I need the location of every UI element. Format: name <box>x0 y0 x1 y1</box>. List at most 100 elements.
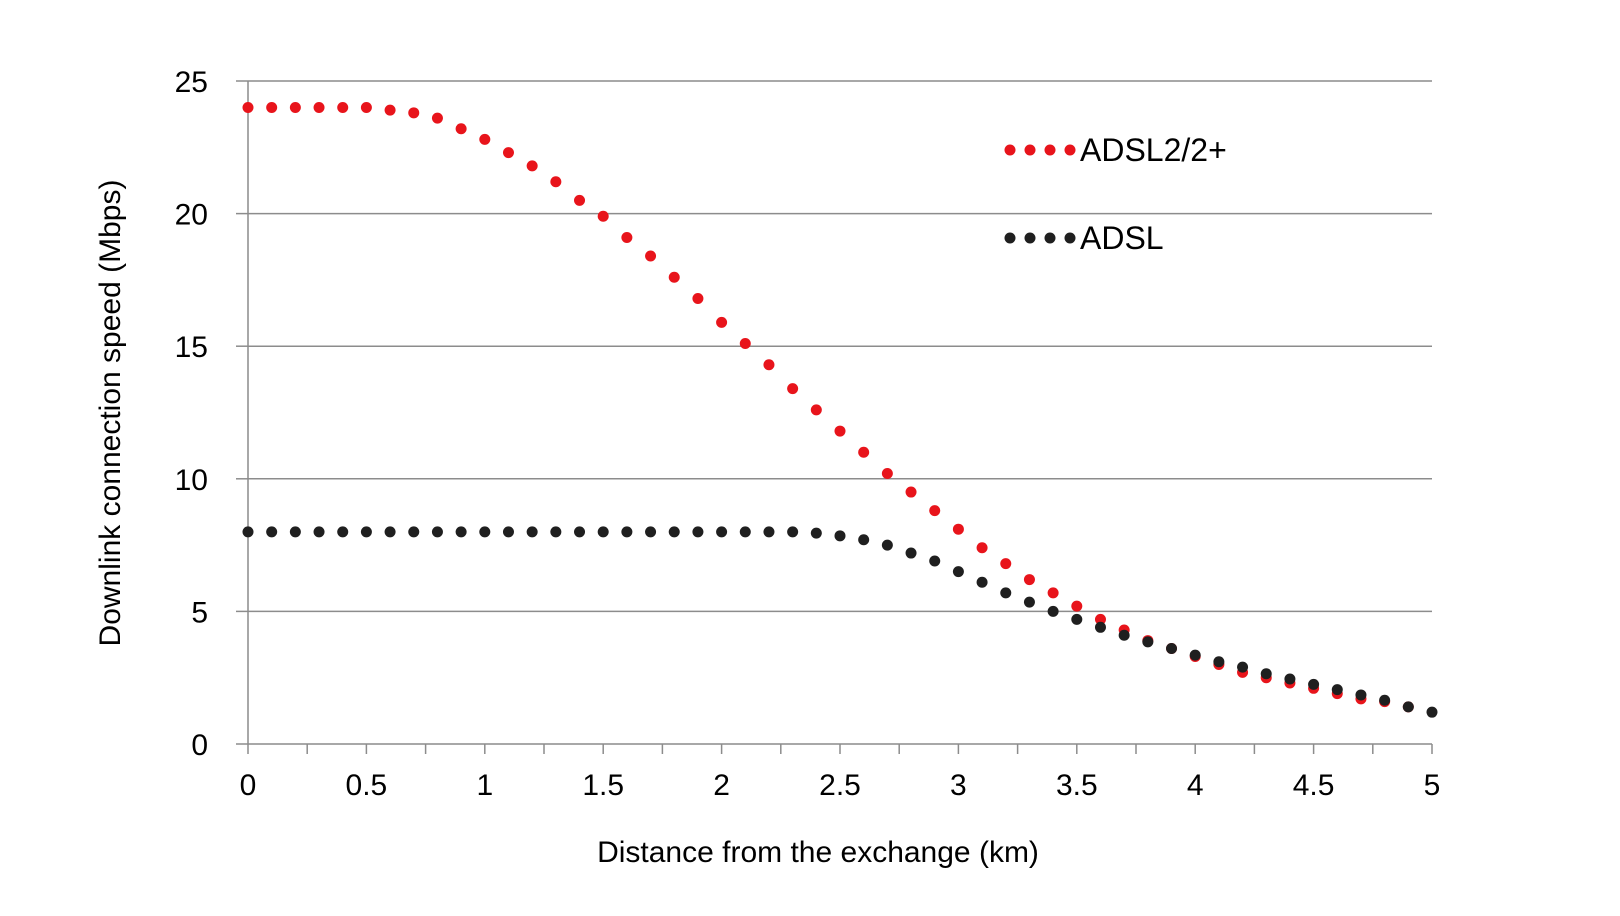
x-tick-label: 3.5 <box>1056 769 1098 802</box>
data-point <box>526 526 538 538</box>
data-point <box>1142 636 1154 648</box>
x-tick-label: 0 <box>240 769 257 802</box>
data-point <box>266 102 278 114</box>
data-point <box>952 566 964 578</box>
x-tick-label: 5 <box>1424 769 1441 802</box>
data-point <box>526 160 538 172</box>
data-point <box>763 359 775 371</box>
data-point <box>834 425 846 437</box>
data-point <box>787 526 799 538</box>
data-point <box>1189 649 1201 661</box>
data-point <box>1118 629 1130 641</box>
data-point <box>337 102 349 114</box>
data-point <box>905 486 917 498</box>
y-axis-title: Downlink connection speed (Mbps) <box>94 180 127 647</box>
data-point <box>929 555 941 567</box>
data-point <box>645 526 657 538</box>
legend-marker <box>1004 232 1016 244</box>
legend: ADSL2/2+ ADSL <box>1004 132 1227 256</box>
data-point <box>360 102 372 114</box>
data-point <box>929 505 941 517</box>
data-point <box>597 210 609 222</box>
x-axis-title: Distance from the exchange (km) <box>597 836 1039 869</box>
data-point <box>810 527 822 539</box>
data-point <box>668 271 680 283</box>
legend-entry: ADSL2/2+ <box>1004 132 1227 168</box>
data-point <box>289 526 301 538</box>
x-tick-label: 2 <box>713 769 730 802</box>
data-point <box>408 107 420 119</box>
data-point <box>360 526 372 538</box>
data-point <box>1094 621 1106 633</box>
y-tick-label: 25 <box>175 66 208 99</box>
x-tick-label: 0.5 <box>346 769 388 802</box>
legend-marker <box>1044 144 1056 156</box>
data-point <box>621 231 633 243</box>
data-point <box>668 526 680 538</box>
data-point <box>1308 678 1320 690</box>
data-point <box>574 194 586 206</box>
data-point <box>739 526 751 538</box>
data-point <box>1237 661 1249 673</box>
data-point <box>242 102 254 114</box>
data-point <box>692 292 704 304</box>
data-point <box>1166 643 1178 655</box>
data-point <box>1071 600 1083 612</box>
data-point <box>455 526 467 538</box>
data-point <box>858 534 870 546</box>
data-point <box>1047 587 1059 599</box>
legend-marker <box>1044 232 1056 244</box>
data-series <box>242 102 1438 718</box>
data-point <box>645 250 657 262</box>
data-point <box>337 526 349 538</box>
data-point <box>1331 684 1343 696</box>
data-point <box>834 530 846 542</box>
data-point <box>1213 656 1225 668</box>
data-point <box>266 526 278 538</box>
data-point <box>763 526 775 538</box>
x-tick-label: 1.5 <box>582 769 624 802</box>
data-point <box>1402 701 1414 713</box>
data-point <box>574 526 586 538</box>
data-point <box>1094 613 1106 625</box>
data-point <box>1379 694 1391 706</box>
legend-marker <box>1024 232 1036 244</box>
legend-label: ADSL <box>1080 220 1164 256</box>
legend-marker <box>1024 144 1036 156</box>
data-point <box>313 102 325 114</box>
legend-marker <box>1004 144 1016 156</box>
tick-labels: 0 5 10 15 20 25 0 0.5 1 1.5 2 2.5 3 3.5 4 4.5 5 <box>175 66 1441 802</box>
series-adsl <box>242 526 1438 718</box>
data-point <box>1023 596 1035 608</box>
data-point <box>431 112 443 124</box>
data-point <box>1284 673 1296 685</box>
data-point <box>881 539 893 551</box>
data-point <box>810 404 822 416</box>
x-tick-label: 4.5 <box>1293 769 1335 802</box>
y-tick-label: 0 <box>191 729 208 762</box>
axes <box>236 80 1433 754</box>
data-point <box>384 526 396 538</box>
data-point <box>479 133 491 145</box>
x-tick-label: 1 <box>476 769 493 802</box>
data-point <box>858 446 870 458</box>
data-point <box>1260 668 1272 680</box>
data-point <box>1000 587 1012 599</box>
y-tick-label: 20 <box>175 199 208 232</box>
data-point <box>716 316 728 328</box>
x-tick-label: 4 <box>1187 769 1204 802</box>
data-point <box>242 526 254 538</box>
data-point <box>739 338 751 350</box>
data-point <box>431 526 443 538</box>
data-point <box>716 526 728 538</box>
data-point <box>502 147 514 159</box>
data-point <box>976 576 988 588</box>
data-point <box>621 526 633 538</box>
data-point <box>550 176 562 188</box>
data-point <box>1000 558 1012 570</box>
data-point <box>692 526 704 538</box>
y-tick-label: 5 <box>191 596 208 629</box>
data-point <box>1047 605 1059 617</box>
